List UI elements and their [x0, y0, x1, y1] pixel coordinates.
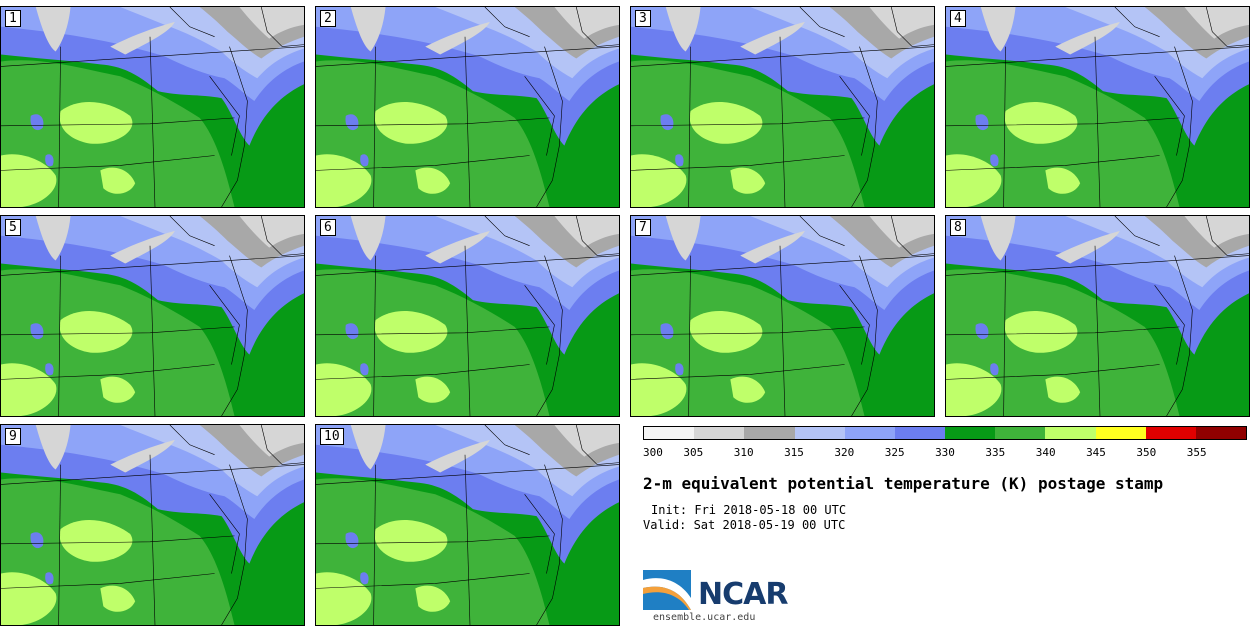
panel-number: 2 [320, 10, 336, 27]
map-panel: 5 [0, 215, 305, 417]
map-panel: 4 [945, 6, 1250, 208]
panel-number: 8 [950, 219, 966, 236]
colorbar-tick-label: 345 [1086, 446, 1106, 459]
colorbar-swatch [1045, 427, 1096, 439]
map-panel: 8 [945, 215, 1250, 417]
map-image [631, 216, 934, 416]
map-panel: 10 [315, 424, 620, 626]
panel-number: 6 [320, 219, 336, 236]
colorbar-tick-label: 335 [985, 446, 1006, 459]
colorbar-tick-label: 300 [643, 446, 663, 459]
colorbar-swatch [694, 427, 745, 439]
logo-text: NCAR [698, 577, 788, 612]
colorbar-tick-label: 330 [935, 446, 955, 459]
colorbar-tick-label: 350 [1136, 446, 1157, 459]
chart-title: 2-m equivalent potential temperature (K)… [643, 474, 1164, 493]
colorbar-swatch [1145, 427, 1196, 439]
panel-number: 10 [320, 428, 344, 445]
map-panel: 1 [0, 6, 305, 208]
colorbar-tick-label: 325 [884, 446, 905, 459]
site-url: ensemble.ucar.edu [653, 612, 756, 623]
panel-number: 9 [5, 428, 21, 445]
map-image [316, 425, 619, 625]
map-image [316, 7, 619, 207]
colorbar-swatch [894, 427, 946, 439]
map-panel: 2 [315, 6, 620, 208]
colorbar-tick-label: 320 [834, 446, 855, 459]
colorbar-swatch [1195, 427, 1247, 439]
panel-number: 7 [635, 219, 651, 236]
map-image [1, 216, 304, 416]
init-time: Init: Fri 2018-05-18 00 UTC [651, 503, 847, 517]
colorbar [643, 426, 1247, 440]
colorbar-swatch [945, 427, 996, 439]
colorbar-tick-label: 305 [683, 446, 704, 459]
colorbar-swatch [744, 427, 795, 439]
colorbar-tick-label: 315 [784, 446, 804, 459]
panel-number: 1 [5, 10, 21, 27]
valid-time: Valid: Sat 2018-05-19 00 UTC [643, 518, 846, 532]
colorbar-labels: 300 305 310 315 320 325 330 335 340 345 350 355 [643, 446, 1247, 460]
panel-number: 3 [635, 10, 651, 27]
ncar-logo-icon [643, 570, 691, 610]
map-panel: 3 [630, 6, 935, 208]
map-image [631, 7, 934, 207]
colorbar-tick-label: 310 [733, 446, 754, 459]
map-panel: 7 [630, 215, 935, 417]
map-image [1, 425, 304, 625]
colorbar-swatch [644, 427, 695, 439]
map-image [316, 216, 619, 416]
colorbar-swatch [794, 427, 845, 439]
map-image [946, 7, 1249, 207]
panel-number: 4 [950, 10, 966, 27]
colorbar-swatch [844, 427, 895, 439]
map-image [1, 7, 304, 207]
colorbar-tick-label: 340 [1035, 446, 1056, 459]
panel-number: 5 [5, 219, 21, 236]
colorbar-tick-label: 355 [1186, 446, 1207, 459]
colorbar-swatch [995, 427, 1046, 439]
map-image [946, 216, 1249, 416]
colorbar-swatch [1095, 427, 1146, 439]
map-panel: 6 [315, 215, 620, 417]
map-panel: 9 [0, 424, 305, 626]
